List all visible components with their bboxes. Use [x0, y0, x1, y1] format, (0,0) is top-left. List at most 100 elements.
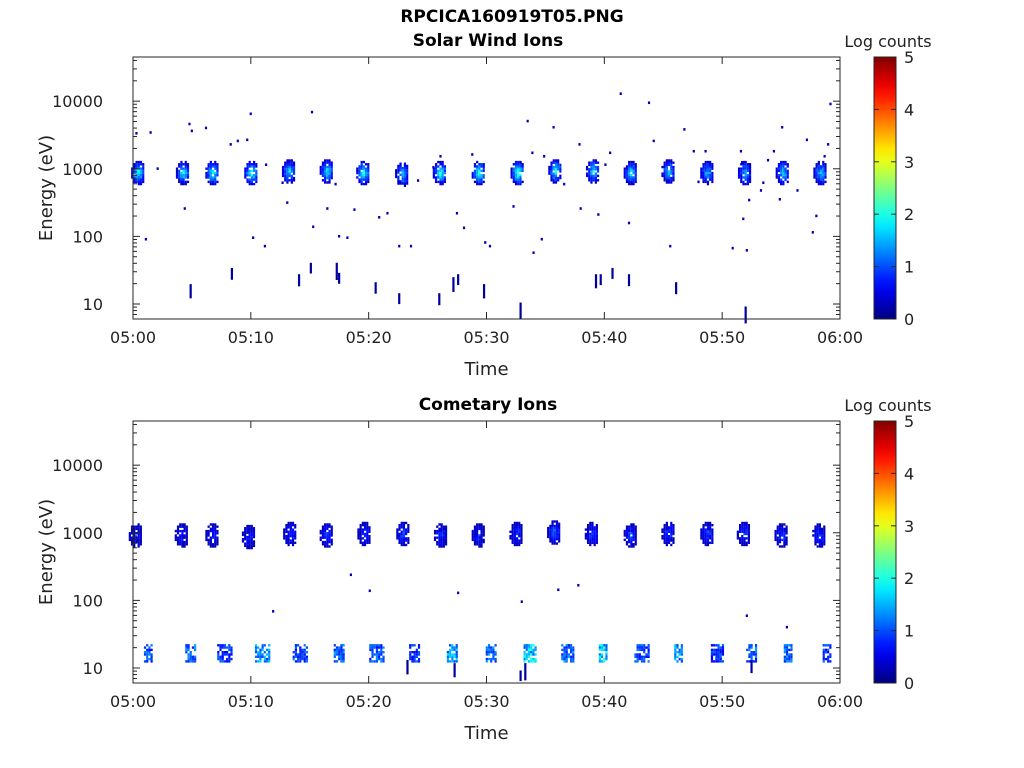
data-cell	[250, 524, 253, 528]
data-cell	[182, 171, 185, 175]
data-cell	[326, 172, 329, 175]
data-cell	[480, 182, 483, 186]
data-cell	[590, 181, 593, 184]
data-cell	[401, 169, 404, 172]
data-cell	[525, 657, 528, 661]
data-cell	[549, 524, 552, 528]
data-cell	[371, 646, 374, 649]
data-point	[619, 92, 622, 95]
data-point	[526, 119, 529, 123]
data-cell	[781, 534, 784, 537]
data-cell	[261, 653, 264, 656]
data-cell	[442, 545, 445, 548]
data-cell	[742, 167, 745, 170]
data-cell	[570, 646, 573, 649]
data-cell	[290, 168, 293, 171]
data-cell	[216, 163, 219, 166]
data-cell	[555, 533, 559, 536]
data-cell	[736, 530, 739, 533]
data-cell	[827, 660, 830, 663]
data-cell	[554, 172, 558, 175]
data-cell	[359, 534, 362, 538]
data-cell	[813, 176, 816, 179]
data-cell	[558, 537, 561, 541]
data-cell	[321, 170, 325, 173]
data-cell	[176, 527, 180, 531]
data-point	[578, 143, 581, 146]
data-cell	[492, 655, 495, 658]
data-cell	[288, 174, 291, 178]
data-cell	[819, 171, 823, 175]
data-cell	[403, 180, 407, 183]
data-cell	[672, 172, 675, 175]
data-cell	[175, 167, 179, 170]
data-cell	[207, 171, 210, 175]
data-cell	[551, 531, 554, 534]
data-cell	[778, 534, 782, 537]
data-cell	[745, 543, 748, 547]
data-cell	[555, 542, 559, 545]
data-cell	[211, 529, 215, 533]
data-cell	[364, 167, 368, 170]
data-cell	[137, 529, 140, 533]
data-cell	[216, 540, 219, 544]
data-cell	[326, 536, 329, 539]
data-cell	[738, 523, 742, 527]
data-cell	[415, 653, 418, 656]
x-tick-label: 05:40	[581, 692, 627, 711]
data-cell	[246, 171, 249, 175]
data-cell	[645, 653, 648, 656]
data-cell	[829, 655, 832, 658]
data-cell	[252, 529, 256, 532]
data-cell	[643, 646, 646, 649]
data-cell	[130, 532, 134, 535]
data-cell	[228, 655, 231, 658]
data-cell	[589, 532, 592, 536]
data-cell	[286, 159, 289, 162]
data-cell	[554, 159, 558, 162]
data-cell	[328, 545, 331, 548]
data-cell	[214, 540, 217, 544]
data-cell	[286, 179, 289, 182]
data-cell	[740, 180, 743, 184]
data-cell	[241, 538, 245, 541]
data-cell	[471, 174, 474, 177]
data-cell	[413, 644, 416, 647]
data-cell	[380, 648, 383, 652]
data-cell	[440, 536, 443, 539]
data-cell	[754, 657, 758, 661]
data-cell	[455, 650, 458, 654]
data-cell	[382, 646, 385, 649]
data-cell	[180, 180, 183, 184]
data-cell	[439, 169, 442, 173]
data-cell	[551, 526, 554, 530]
data-cell	[592, 159, 595, 162]
data-cell	[128, 536, 131, 539]
data-cell	[815, 165, 818, 168]
data-cell	[480, 176, 483, 179]
data-cell	[142, 171, 145, 175]
data-cell	[180, 182, 183, 186]
data-cell	[745, 541, 748, 544]
data-cell	[823, 527, 826, 531]
data-cell	[517, 169, 520, 173]
data-cell	[285, 523, 288, 527]
data-cell	[399, 166, 402, 170]
data-cell	[667, 534, 671, 538]
data-cell	[438, 523, 441, 526]
data-cell	[680, 646, 683, 649]
data-cell	[670, 521, 673, 525]
data-cell	[396, 537, 399, 540]
data-cell	[244, 538, 247, 541]
data-cell	[398, 523, 401, 527]
data-cell	[362, 178, 365, 181]
data-cell	[638, 646, 641, 649]
data-cell	[357, 528, 360, 531]
data-cell	[248, 535, 251, 539]
data-cell	[142, 163, 145, 166]
data-cell	[290, 159, 293, 162]
data-cell	[584, 528, 587, 531]
data-cell	[711, 523, 714, 527]
data-cell	[137, 169, 140, 173]
